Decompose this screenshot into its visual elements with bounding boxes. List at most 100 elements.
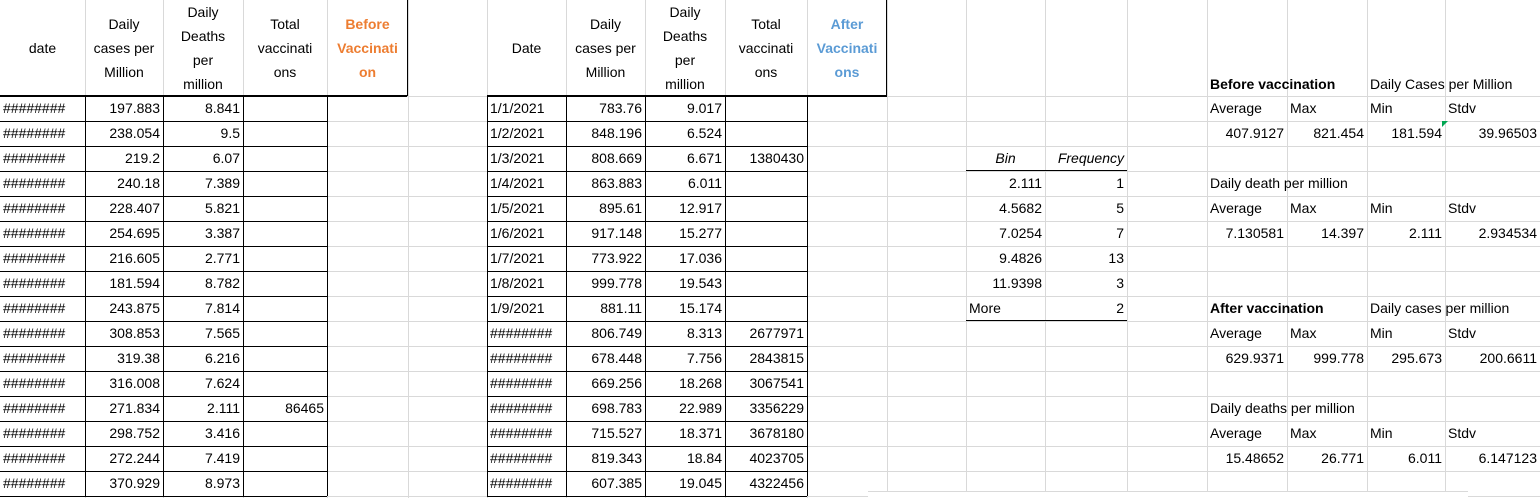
cell[interactable]: 2.771 xyxy=(204,250,240,266)
cell[interactable]: ######## xyxy=(3,450,66,466)
cell[interactable]: 12.917 xyxy=(679,200,722,216)
cell[interactable]: 1380430 xyxy=(749,150,804,166)
cell[interactable]: 86465 xyxy=(285,400,324,416)
cell[interactable]: 863.883 xyxy=(591,175,642,191)
cell[interactable]: 22.989 xyxy=(679,400,722,416)
cell[interactable]: 848.196 xyxy=(591,125,642,141)
cell[interactable]: 1/5/2021 xyxy=(490,200,545,216)
cell[interactable]: 1/4/2021 xyxy=(490,175,545,191)
cell[interactable] xyxy=(243,346,327,371)
cell[interactable]: 15.277 xyxy=(679,225,722,241)
cell[interactable]: 1 xyxy=(1116,175,1124,191)
cell[interactable] xyxy=(243,221,327,246)
cell[interactable]: ######## xyxy=(490,450,553,466)
cell[interactable]: Min xyxy=(1370,325,1393,341)
cell[interactable]: 7.624 xyxy=(204,375,240,391)
cell[interactable]: Max xyxy=(1290,425,1317,441)
cell[interactable]: Before vaccination xyxy=(1210,76,1336,92)
cell[interactable]: 808.669 xyxy=(591,150,642,166)
cell[interactable]: ######## xyxy=(3,425,66,441)
cell[interactable]: 200.6611 xyxy=(1479,350,1537,366)
cell[interactable]: 917.148 xyxy=(591,225,642,241)
cell[interactable]: 7.130581 xyxy=(1225,225,1284,241)
cell[interactable]: 5 xyxy=(1116,200,1124,216)
cell[interactable]: 1/8/2021 xyxy=(490,275,545,291)
cell[interactable]: 181.594 xyxy=(109,275,160,291)
cell[interactable]: 2.111 xyxy=(1009,175,1042,191)
cell[interactable]: 271.834 xyxy=(109,400,160,416)
cell[interactable]: ######## xyxy=(490,475,553,491)
cell[interactable]: 11.9398 xyxy=(992,275,1042,291)
cell[interactable]: 1/9/2021 xyxy=(490,300,545,316)
cell[interactable]: ######## xyxy=(3,150,66,166)
cell[interactable]: 7.814 xyxy=(204,300,240,316)
column-header[interactable]: Daily cases per Million xyxy=(566,0,645,96)
cell[interactable]: 3.387 xyxy=(204,225,240,241)
cell[interactable]: 6.524 xyxy=(686,125,722,141)
cell[interactable]: 669.256 xyxy=(591,375,642,391)
cell[interactable]: 7.756 xyxy=(686,350,722,366)
cell[interactable]: 407.9127 xyxy=(1225,125,1284,141)
cell[interactable]: 4322456 xyxy=(749,475,804,491)
cell[interactable]: ######## xyxy=(3,200,66,216)
cell[interactable]: 9.4826 xyxy=(999,250,1042,266)
cell[interactable]: Daily Cases per Million xyxy=(1370,76,1513,92)
cell[interactable]: 4.5682 xyxy=(999,200,1042,216)
cell[interactable]: 272.244 xyxy=(109,450,160,466)
column-header[interactable]: Daily Deaths per million xyxy=(163,0,243,96)
cell[interactable]: Min xyxy=(1370,425,1393,441)
cell[interactable] xyxy=(725,271,807,296)
cell[interactable]: 316.008 xyxy=(109,375,160,391)
cell[interactable] xyxy=(243,321,327,346)
cell[interactable]: 6.07 xyxy=(212,150,240,166)
column-header[interactable]: Date xyxy=(487,0,566,96)
column-header[interactable]: Daily Deaths per million xyxy=(645,0,725,96)
cell[interactable]: 3.416 xyxy=(204,425,240,441)
cell[interactable]: Average xyxy=(1210,100,1262,116)
column-header[interactable]: Before Vaccinati on xyxy=(327,0,408,96)
cell[interactable]: 806.749 xyxy=(591,325,642,341)
cell[interactable]: 319.38 xyxy=(117,350,160,366)
cell[interactable]: ######## xyxy=(3,225,66,241)
cell[interactable]: ######## xyxy=(490,350,553,366)
cell[interactable] xyxy=(243,296,327,321)
cell[interactable]: 308.853 xyxy=(109,325,160,341)
cell[interactable]: 18.84 xyxy=(686,450,722,466)
cell[interactable]: Average xyxy=(1210,325,1262,341)
cell[interactable] xyxy=(725,121,807,146)
cell[interactable] xyxy=(243,471,327,496)
cell[interactable]: Daily death per million xyxy=(1210,175,1348,191)
cell[interactable]: ######## xyxy=(3,300,66,316)
column-header[interactable]: date xyxy=(0,0,85,96)
cell[interactable]: 8.313 xyxy=(686,325,722,341)
cell[interactable]: 7.389 xyxy=(204,175,240,191)
cell[interactable]: 7.0254 xyxy=(999,225,1042,241)
cell[interactable] xyxy=(243,121,327,146)
cell[interactable]: 219.2 xyxy=(124,150,160,166)
cell[interactable]: 698.783 xyxy=(591,400,642,416)
cell[interactable]: 821.454 xyxy=(1313,125,1364,141)
cell[interactable]: 6.011 xyxy=(1408,450,1442,466)
cell[interactable]: 7.419 xyxy=(204,450,240,466)
cell[interactable]: ######## xyxy=(490,425,553,441)
cell[interactable]: 629.9371 xyxy=(1225,350,1284,366)
cell[interactable]: Stdv xyxy=(1448,200,1477,216)
cell[interactable]: Min xyxy=(1370,200,1393,216)
cell[interactable]: ######## xyxy=(3,325,66,341)
cell[interactable]: Bin xyxy=(995,150,1016,166)
column-header[interactable]: Total vaccinati ons xyxy=(243,0,327,96)
cell[interactable]: 13 xyxy=(1108,250,1124,266)
cell[interactable]: Daily deaths per million xyxy=(1210,400,1355,416)
cell[interactable]: 228.407 xyxy=(109,200,160,216)
cell[interactable]: 3678180 xyxy=(749,425,804,441)
cell[interactable]: 254.695 xyxy=(109,225,160,241)
cell[interactable]: 6.147123 xyxy=(1478,450,1537,466)
embedded-chart-edge[interactable] xyxy=(868,491,1468,499)
cell[interactable]: 6.216 xyxy=(204,350,240,366)
cell[interactable]: 3356229 xyxy=(749,400,804,416)
cell[interactable]: 7 xyxy=(1116,225,1124,241)
cell[interactable]: 15.174 xyxy=(679,300,722,316)
column-header[interactable]: Daily cases per Million xyxy=(85,0,163,96)
cell[interactable]: More xyxy=(969,300,1001,316)
cell[interactable]: 999.778 xyxy=(1313,350,1364,366)
